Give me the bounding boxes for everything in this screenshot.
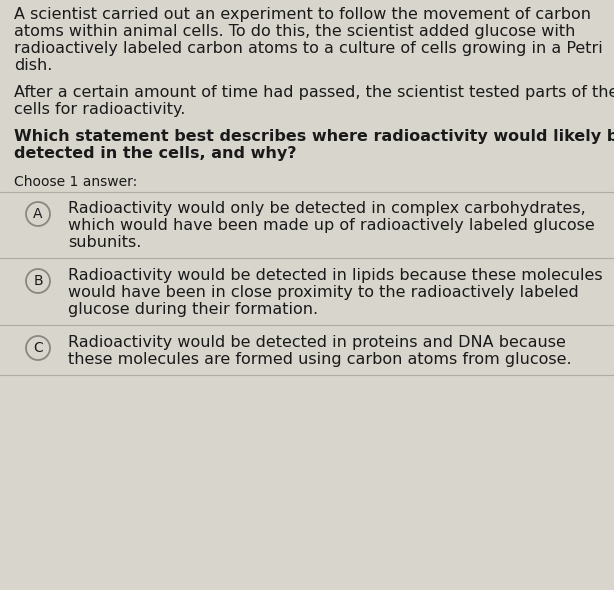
- Text: Choose 1 answer:: Choose 1 answer:: [14, 175, 138, 189]
- Text: B: B: [33, 274, 43, 288]
- Text: A scientist carried out an experiment to follow the movement of carbon: A scientist carried out an experiment to…: [14, 7, 591, 22]
- Text: glucose during their formation.: glucose during their formation.: [68, 302, 318, 317]
- Text: radioactively labeled carbon atoms to a culture of cells growing in a Petri: radioactively labeled carbon atoms to a …: [14, 41, 603, 56]
- Text: would have been in close proximity to the radioactively labeled: would have been in close proximity to th…: [68, 285, 579, 300]
- Circle shape: [26, 336, 50, 360]
- Circle shape: [26, 269, 50, 293]
- Text: Radioactivity would be detected in proteins and DNA because: Radioactivity would be detected in prote…: [68, 335, 566, 350]
- Text: Which statement best describes where radioactivity would likely be: Which statement best describes where rad…: [14, 129, 614, 144]
- Text: atoms within animal cells. To do this, the scientist added glucose with: atoms within animal cells. To do this, t…: [14, 24, 575, 39]
- Text: Radioactivity would be detected in lipids because these molecules: Radioactivity would be detected in lipid…: [68, 268, 602, 283]
- Text: detected in the cells, and why?: detected in the cells, and why?: [14, 146, 297, 161]
- Circle shape: [26, 202, 50, 226]
- Text: A: A: [33, 207, 43, 221]
- Text: these molecules are formed using carbon atoms from glucose.: these molecules are formed using carbon …: [68, 352, 572, 367]
- Text: Radioactivity would only be detected in complex carbohydrates,: Radioactivity would only be detected in …: [68, 201, 586, 216]
- Text: which would have been made up of radioactively labeled glucose: which would have been made up of radioac…: [68, 218, 595, 233]
- Text: C: C: [33, 341, 43, 355]
- Text: After a certain amount of time had passed, the scientist tested parts of the: After a certain amount of time had passe…: [14, 85, 614, 100]
- Text: subunits.: subunits.: [68, 235, 141, 250]
- Text: dish.: dish.: [14, 58, 52, 73]
- Text: cells for radioactivity.: cells for radioactivity.: [14, 102, 185, 117]
